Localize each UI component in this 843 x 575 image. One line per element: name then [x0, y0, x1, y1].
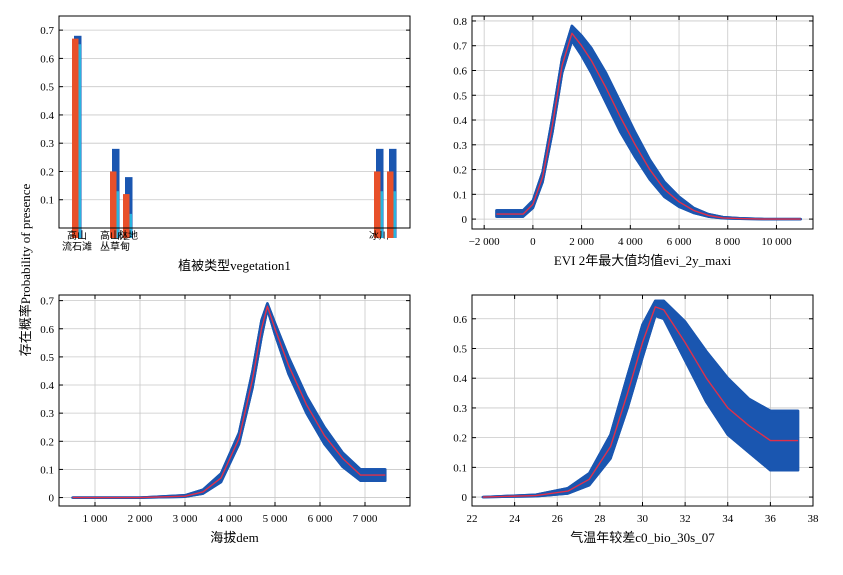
series-lower-line: [496, 39, 801, 221]
x-tick-label: 6 000: [667, 236, 692, 248]
x-tick-label: 4 000: [618, 236, 643, 248]
bar-mean: [374, 171, 381, 238]
y-tick-label: 0.3: [453, 140, 467, 152]
x-tick-label: 8 000: [715, 236, 740, 248]
plot-frame: [58, 15, 411, 229]
plot-frame: [58, 294, 411, 507]
y-tick-label: 0.6: [40, 53, 54, 65]
x-axis-title: EVI 2年最大值均值evi_2y_maxi: [554, 253, 732, 268]
chart-panel-2: 00.10.20.30.40.50.60.70.8−2 000 0 2 000 4 0…: [453, 15, 814, 268]
x-tick-label: 32: [680, 513, 691, 525]
x-tick-label: 38: [808, 513, 820, 525]
x-axis-title: 植被类型vegetation1: [178, 258, 291, 273]
x-axis-title: 海拔dem: [210, 530, 258, 545]
x-tick-label: 28: [594, 513, 606, 525]
y-tick-label: 0: [49, 493, 55, 505]
y-tick-label: 0.2: [40, 166, 54, 178]
y-tick-label: 0.4: [40, 380, 54, 392]
series-upper-line: [496, 24, 801, 221]
y-tick-label: 0.4: [453, 115, 467, 127]
x-tick-label: 4 000: [218, 513, 243, 525]
x-tick-label: 0: [530, 236, 536, 248]
y-tick-label: 0.3: [453, 403, 467, 415]
y-tick-label: 0.6: [40, 324, 54, 336]
y-tick-label: 0.5: [453, 90, 467, 102]
x-axis-title: 气温年较差c0_bio_30s_07: [570, 530, 715, 545]
y-tick-label: 0.8: [453, 16, 467, 28]
y-tick-label: 0: [462, 214, 468, 226]
y-tick-label: 0.1: [40, 195, 54, 207]
chart-panel-4: 0 0.1 0.2 0.3 0.4 0.5 0.6 22 24 26 28 30 32 34 36 38 气温年…: [453, 294, 820, 545]
category-label: 冰川: [369, 229, 389, 242]
y-tick-label: 0.6: [453, 314, 467, 326]
x-tick-label: −2 000: [469, 236, 500, 248]
y-tick-label: 0.1: [453, 189, 467, 201]
bar-mean: [110, 171, 117, 238]
y-tick-label: 0.3: [40, 138, 54, 150]
x-tick-label: 30: [637, 513, 649, 525]
category-label: 高山灌: [100, 229, 130, 242]
y-tick-label: 0.5: [453, 343, 467, 355]
y-tick-label: 0.7: [40, 25, 54, 37]
category-label: 流石滩: [62, 240, 92, 253]
plot-frame: [471, 15, 814, 230]
y-tick-label: 0.1: [40, 464, 54, 476]
x-tick-label: 22: [467, 513, 478, 525]
x-tick-label: 1 000: [83, 513, 108, 525]
y-tick-label: 0.2: [40, 436, 54, 448]
x-tick-label: 3 000: [173, 513, 198, 525]
series-mean-line: [482, 306, 799, 498]
y-tick-label: 0.6: [453, 65, 467, 77]
x-tick-label: 7 000: [353, 513, 378, 525]
y-tick-label: 0.1: [453, 462, 467, 474]
bar-mean: [72, 38, 79, 238]
y-tick-label: 0.2: [453, 165, 467, 177]
y-tick-label: 0.4: [453, 373, 467, 385]
x-tick-label: 5 000: [263, 513, 288, 525]
y-tick-label: 0.7: [453, 41, 467, 53]
series-upper-line: [482, 299, 799, 499]
figure-ylabel: 存在概率Probability of presence: [18, 183, 33, 356]
bar-mean: [387, 171, 394, 238]
x-tick-label: 26: [552, 513, 564, 525]
x-tick-label: 34: [722, 513, 734, 525]
x-tick-label: 24: [509, 513, 521, 525]
series-lower-line: [482, 314, 799, 499]
confidence-band: [495, 24, 803, 221]
series-upper-line: [72, 302, 386, 499]
x-tick-label: 2 000: [569, 236, 594, 248]
x-tick-label: 6 000: [308, 513, 333, 525]
category-label: 林地: [118, 229, 138, 242]
series-lower-line: [72, 307, 386, 499]
x-tick-label: 36: [765, 513, 777, 525]
x-tick-label: 10 000: [761, 236, 792, 248]
y-tick-label: 0.7: [40, 296, 54, 308]
x-tick-label: 2 000: [128, 513, 153, 525]
y-tick-label: 0.4: [40, 110, 54, 122]
series-mean-line: [72, 305, 386, 499]
y-tick-label: 0.2: [453, 433, 467, 445]
bar-mean: [123, 194, 130, 238]
series-mean-line: [496, 32, 801, 220]
y-tick-label: 0.5: [40, 352, 54, 364]
category-label: 丛草甸: [100, 240, 130, 253]
chart-panel-3: 0 0.1 0.2 0.3 0.4 0.5 0.6 0.7 1 000 2 000 3 000 4 0…: [40, 294, 411, 545]
y-tick-label: 0.5: [40, 82, 54, 94]
y-tick-label: 0.3: [40, 408, 54, 420]
confidence-band: [71, 302, 387, 499]
category-label: 高山: [67, 229, 87, 242]
y-tick-label: 0: [462, 492, 468, 504]
